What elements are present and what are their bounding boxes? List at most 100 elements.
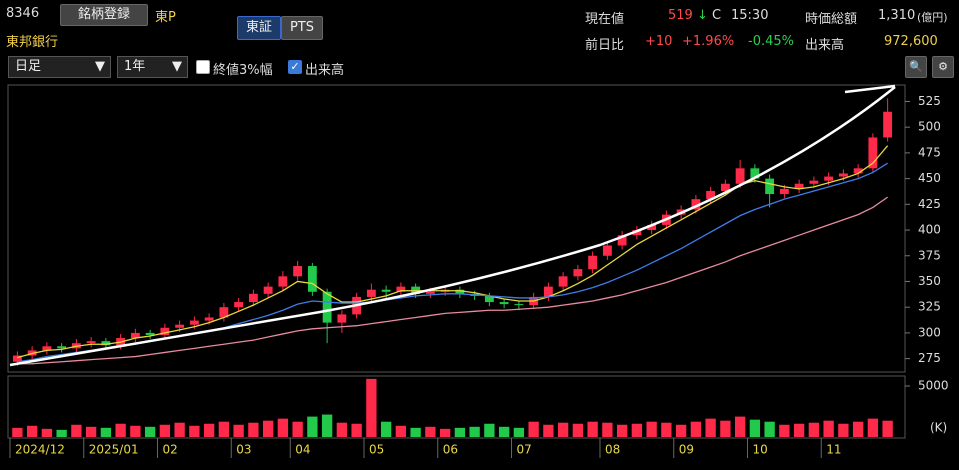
candle-body [499,302,509,305]
select-text: 1年 [124,59,146,74]
candle-body [337,314,347,323]
x-tick-label: 2024/12 [15,443,65,457]
flag: C [712,8,722,23]
candle-body [189,320,199,325]
x-tick-label: 07 [517,443,532,457]
x-tick-label: 03 [236,443,251,457]
candle-body [204,317,214,321]
candle-body [248,293,258,303]
candle-body [263,286,273,294]
volume-bar [808,422,820,437]
other-pct: -0.45% [748,34,794,49]
arrow: ↓ [697,8,708,23]
unit: (億円) [917,11,948,24]
volume-bar [71,424,82,437]
volume-bar [307,416,318,437]
volume-bar [380,421,392,437]
volume-bar [425,426,436,437]
volume-bar [838,423,849,437]
volume-bar [867,418,879,437]
volume-bar [262,420,274,437]
zoom-button[interactable]: 🔍 [905,56,927,78]
settings-button[interactable]: ⚙ [932,56,954,78]
volume-bar [218,421,230,437]
candle-body [750,168,760,179]
candle-body [484,295,494,303]
candle-body [765,178,775,195]
volume-bar [144,426,156,437]
candle-body [425,291,435,294]
label: 前日比 [585,38,625,53]
volume-bar [439,428,451,437]
candle-body [307,266,317,292]
volume-bar [12,427,23,437]
label: 出来高 [805,38,845,53]
volume-bar [572,423,584,437]
x-tick-label: 09 [679,443,694,457]
volume-bar [366,378,377,437]
volume-bar [631,423,643,437]
candle-body [396,286,406,292]
period-select[interactable]: 日足 ▼ [8,56,111,78]
candle-body [617,235,627,246]
volume-bar [557,422,569,437]
register-button[interactable]: 銘柄登録 [60,4,148,26]
candle-body [706,190,716,200]
volume-bar [675,424,687,437]
tab[interactable]: 東証 [237,16,281,40]
y-tick-label: 325 [918,300,941,314]
tab[interactable]: PTS [281,16,323,40]
volume-bar [248,422,259,437]
volume-bar [484,423,495,437]
volume-bar [277,418,289,437]
candle-body [632,230,642,236]
volume-bar [189,425,200,437]
checkbox-label: 終値3%幅 [213,63,273,78]
price: 519 [668,8,693,23]
y-tick-label: 450 [918,171,941,185]
candle-body [175,324,185,328]
volume-bar [720,420,731,437]
checkbox[interactable]: ✓ [288,60,302,74]
candle-body [234,302,244,308]
x-tick-label: 06 [443,443,458,457]
volume-bar [661,422,672,437]
volume-bar [734,416,746,437]
volume-bar [616,424,628,437]
candle-body [145,332,155,335]
candle-body [219,307,229,318]
y-tick-label: 300 [918,325,941,339]
volume-bar [602,422,613,437]
market: 東P [155,10,176,25]
y-tick-label: 275 [918,351,941,365]
candle-body [293,266,303,277]
checkbox[interactable] [196,60,210,74]
change-pct: +1.96% [682,34,735,49]
volume-bar [115,423,126,437]
trend-drawing [9,86,896,367]
volume-bar [410,427,421,437]
y-tick-label: 475 [918,145,941,159]
candle-body [573,269,583,277]
select-text: 日足 [15,59,42,74]
volume-panel [7,375,906,439]
volume-bar [823,420,834,437]
volume-bar [26,425,38,437]
volume-bar [85,426,97,437]
volume-bar [793,423,805,437]
candle-body [868,137,878,169]
change: +10 [645,34,673,49]
price-panel [7,84,906,373]
candle-body [381,289,391,292]
range-select[interactable]: 1年 ▼ [117,56,188,78]
x-tick-label: 04 [295,443,310,457]
stock-name: 東邦銀行 [6,35,59,50]
y-tick-label: 5000 [918,378,949,392]
label: 現在値 [585,12,625,27]
candle-body [824,176,834,181]
y-tick-label: 500 [918,120,941,134]
candle-body [838,173,848,177]
volume-bar [41,428,53,437]
volume-bar [336,422,348,437]
candle-body [12,355,22,362]
